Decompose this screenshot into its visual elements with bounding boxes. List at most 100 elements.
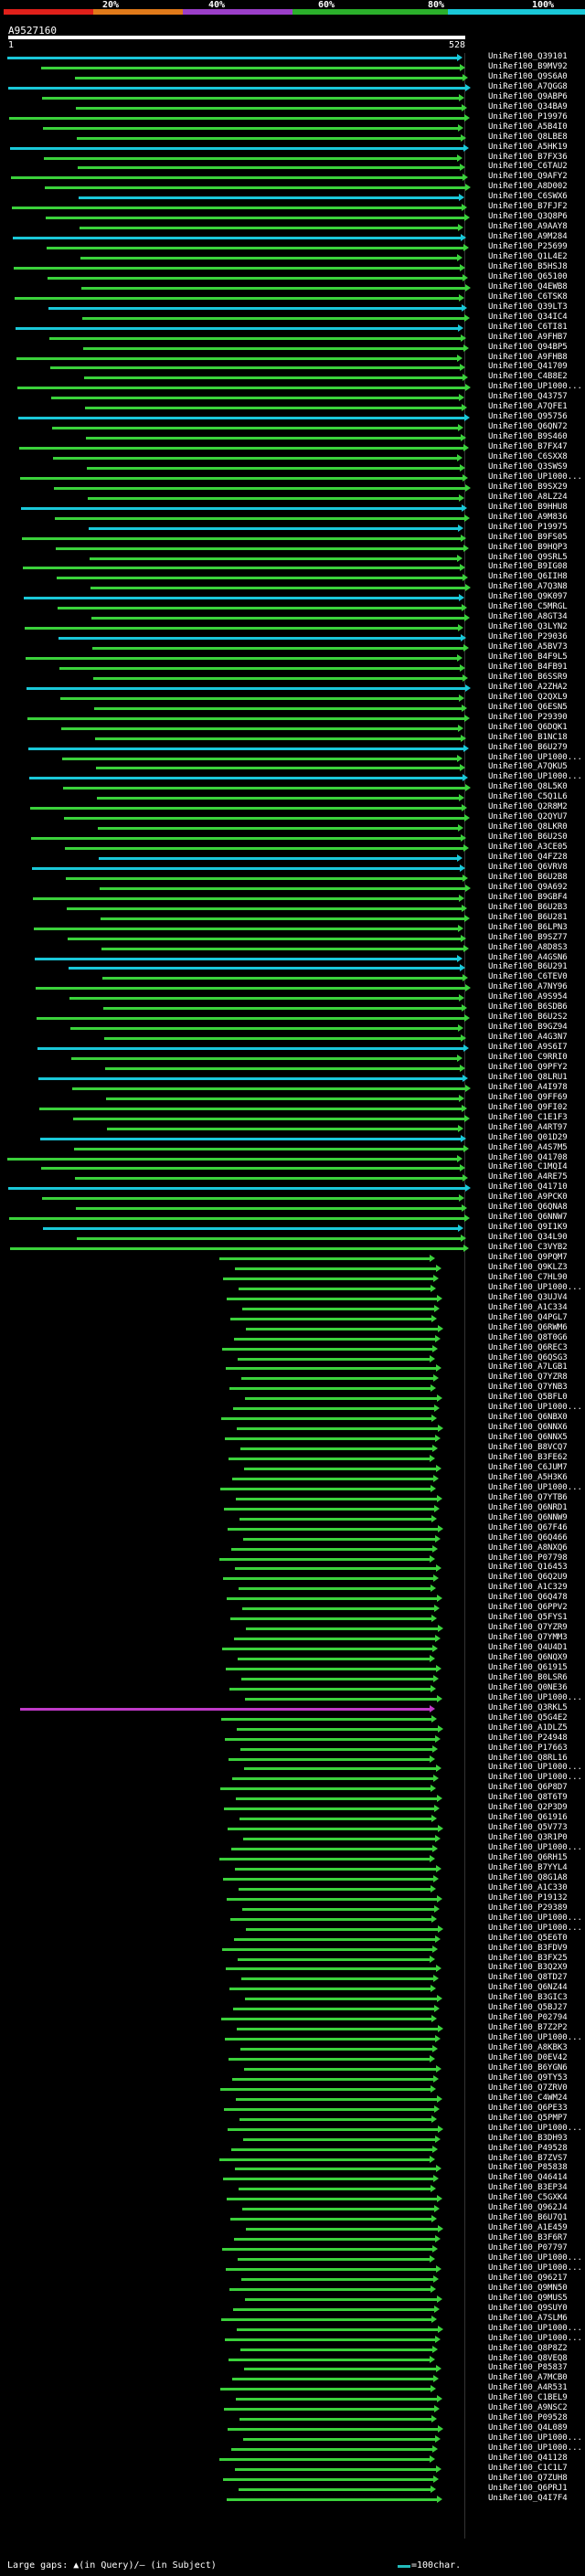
hit-row[interactable]: UniRef100_UP1000... bbox=[0, 1763, 585, 1773]
hit-label[interactable]: UniRef100_Q9S6A0 bbox=[488, 71, 568, 81]
hit-label[interactable]: UniRef100_B9GZ94 bbox=[488, 1023, 568, 1033]
hit-label[interactable]: UniRef100_P07797 bbox=[488, 2243, 568, 2253]
hit-row[interactable]: UniRef100_A8KBK3 bbox=[0, 2043, 585, 2053]
hit-label[interactable]: UniRef100_Q8G1A8 bbox=[488, 1872, 568, 1882]
hit-label[interactable]: UniRef100_Q6RH15 bbox=[488, 1853, 568, 1862]
hit-label[interactable]: UniRef100_A4I978 bbox=[488, 1082, 568, 1092]
hit-row[interactable]: UniRef100_A7NY96 bbox=[0, 982, 585, 992]
hit-label[interactable]: UniRef100_C5GXK4 bbox=[488, 2193, 568, 2203]
hit-row[interactable]: UniRef100_Q7YTB6 bbox=[0, 1493, 585, 1503]
hit-row[interactable]: UniRef100_A1E459 bbox=[0, 2223, 585, 2233]
hit-row[interactable]: UniRef100_Q5G4E2 bbox=[0, 1713, 585, 1723]
hit-label[interactable]: UniRef100_C1C1L7 bbox=[488, 2463, 568, 2473]
hit-label[interactable]: UniRef100_P85837 bbox=[488, 2363, 568, 2373]
hit-row[interactable]: UniRef100_Q7YZR9 bbox=[0, 1623, 585, 1633]
hit-label[interactable]: UniRef100_Q39LT3 bbox=[488, 302, 568, 312]
hit-label[interactable]: UniRef100_Q6NNX6 bbox=[488, 1423, 568, 1433]
hit-label[interactable]: UniRef100_Q6DQK1 bbox=[488, 722, 568, 732]
hit-label[interactable]: UniRef100_UP1000... bbox=[488, 1843, 582, 1853]
hit-label[interactable]: UniRef100_A7NY96 bbox=[488, 982, 568, 992]
hit-row[interactable]: UniRef100_A8D002 bbox=[0, 182, 585, 192]
hit-row[interactable]: UniRef100_Q01D29 bbox=[0, 1133, 585, 1143]
hit-label[interactable]: UniRef100_Q9KLZ3 bbox=[488, 1262, 568, 1272]
hit-row[interactable]: UniRef100_Q9PQM7 bbox=[0, 1253, 585, 1263]
hit-label[interactable]: UniRef100_A4GSN6 bbox=[488, 952, 568, 962]
hit-label[interactable]: UniRef100_Q5E6T0 bbox=[488, 1933, 568, 1943]
hit-row[interactable]: UniRef100_B7YYL4 bbox=[0, 1863, 585, 1873]
hit-row[interactable]: UniRef100_A2ZHA2 bbox=[0, 683, 585, 693]
hit-row[interactable]: UniRef100_UP1000... bbox=[0, 1773, 585, 1783]
hit-row[interactable]: UniRef100_Q4L089 bbox=[0, 2423, 585, 2433]
hit-row[interactable]: UniRef100_Q6NRD1 bbox=[0, 1503, 585, 1513]
hit-row[interactable]: UniRef100_A9PCK0 bbox=[0, 1193, 585, 1203]
hit-label[interactable]: UniRef100_Q9K097 bbox=[488, 592, 568, 602]
hit-label[interactable]: UniRef100_Q8P8Z2 bbox=[488, 2343, 568, 2353]
hit-label[interactable]: UniRef100_A5HK19 bbox=[488, 142, 568, 152]
hit-row[interactable]: UniRef100_B9FS05 bbox=[0, 533, 585, 543]
hit-label[interactable]: UniRef100_B1NC18 bbox=[488, 732, 568, 742]
hit-label[interactable]: UniRef100_A4RE75 bbox=[488, 1172, 568, 1182]
hit-label[interactable]: UniRef100_B6SSR9 bbox=[488, 672, 568, 682]
hit-row[interactable]: UniRef100_UP1000... bbox=[0, 382, 585, 392]
hit-row[interactable]: UniRef100_B3FE62 bbox=[0, 1453, 585, 1463]
hit-row[interactable]: UniRef100_Q6QNA8 bbox=[0, 1203, 585, 1213]
hit-label[interactable]: UniRef100_A5BV73 bbox=[488, 642, 568, 652]
hit-label[interactable]: UniRef100_Q95756 bbox=[488, 412, 568, 422]
hit-row[interactable]: UniRef100_B3F6R7 bbox=[0, 2233, 585, 2243]
hit-label[interactable]: UniRef100_Q6VRV8 bbox=[488, 862, 568, 872]
hit-row[interactable]: UniRef100_P29390 bbox=[0, 713, 585, 723]
hit-label[interactable]: UniRef100_UP1000... bbox=[488, 1692, 582, 1702]
hit-row[interactable]: UniRef100_B7ZVS7 bbox=[0, 2153, 585, 2164]
hit-label[interactable]: UniRef100_Q8LBE8 bbox=[488, 132, 568, 142]
hit-row[interactable]: UniRef100_UP1000... bbox=[0, 753, 585, 763]
hit-row[interactable]: UniRef100_Q4U4D1 bbox=[0, 1643, 585, 1653]
hit-row[interactable]: UniRef100_Q8VEQ8 bbox=[0, 2354, 585, 2364]
hit-row[interactable]: UniRef100_A5B4I0 bbox=[0, 122, 585, 133]
hit-label[interactable]: UniRef100_Q6Q2U9 bbox=[488, 1573, 568, 1583]
hit-label[interactable]: UniRef100_Q5BJ27 bbox=[488, 2003, 568, 2013]
hit-row[interactable]: UniRef100_Q34L90 bbox=[0, 1233, 585, 1243]
hit-row[interactable]: UniRef100_P02794 bbox=[0, 2013, 585, 2023]
hit-label[interactable]: UniRef100_A1E459 bbox=[488, 2223, 568, 2233]
hit-row[interactable]: UniRef100_C6TI81 bbox=[0, 323, 585, 333]
hit-row[interactable]: UniRef100_Q962J4 bbox=[0, 2203, 585, 2213]
hit-label[interactable]: UniRef100_Q7YZR8 bbox=[488, 1373, 568, 1383]
hit-row[interactable]: UniRef100_Q6NNW7 bbox=[0, 1213, 585, 1223]
hit-row[interactable]: UniRef100_A8LZ24 bbox=[0, 493, 585, 503]
hit-label[interactable]: UniRef100_UP1000... bbox=[488, 2253, 582, 2263]
hit-label[interactable]: UniRef100_Q6IIH8 bbox=[488, 572, 568, 582]
hit-label[interactable]: UniRef100_UP1000... bbox=[488, 2443, 582, 2454]
hit-row[interactable]: UniRef100_Q9I1K9 bbox=[0, 1223, 585, 1233]
hit-label[interactable]: UniRef100_B7ZVS7 bbox=[488, 2153, 568, 2163]
hit-label[interactable]: UniRef100_C1MQI4 bbox=[488, 1162, 568, 1172]
hit-label[interactable]: UniRef100_Q6NNX5 bbox=[488, 1433, 568, 1443]
hit-row[interactable]: UniRef100_A4RE75 bbox=[0, 1172, 585, 1182]
hit-row[interactable]: UniRef100_C1E1F3 bbox=[0, 1113, 585, 1123]
hit-label[interactable]: UniRef100_Q8RL16 bbox=[488, 1753, 568, 1763]
hit-label[interactable]: UniRef100_Q2QYU7 bbox=[488, 812, 568, 822]
hit-label[interactable]: UniRef100_Q4L089 bbox=[488, 2423, 568, 2433]
hit-label[interactable]: UniRef100_B3DH93 bbox=[488, 2133, 568, 2143]
hit-label[interactable]: UniRef100_UP1000... bbox=[488, 1923, 582, 1933]
hit-row[interactable]: UniRef100_Q9TY53 bbox=[0, 2073, 585, 2083]
hit-row[interactable]: UniRef100_Q5V773 bbox=[0, 1823, 585, 1833]
hit-row[interactable]: UniRef100_C4WM24 bbox=[0, 2094, 585, 2104]
hit-row[interactable]: UniRef100_Q9SRL5 bbox=[0, 553, 585, 563]
hit-label[interactable]: UniRef100_A8LZ24 bbox=[488, 492, 568, 502]
hit-row[interactable]: UniRef100_Q39101 bbox=[0, 52, 585, 62]
hit-label[interactable]: UniRef100_B9GBF4 bbox=[488, 892, 568, 902]
hit-label[interactable]: UniRef100_UP1000... bbox=[488, 2263, 582, 2273]
hit-label[interactable]: UniRef100_A9FHB8 bbox=[488, 352, 568, 362]
hit-row[interactable]: UniRef100_B9IG08 bbox=[0, 562, 585, 572]
hit-label[interactable]: UniRef100_C1BEL9 bbox=[488, 2393, 568, 2403]
hit-row[interactable]: UniRef100_UP1000... bbox=[0, 2253, 585, 2263]
hit-row[interactable]: UniRef100_A4I978 bbox=[0, 1082, 585, 1093]
hit-label[interactable]: UniRef100_Q9PFY2 bbox=[488, 1062, 568, 1072]
hit-label[interactable]: UniRef100_B6U291 bbox=[488, 962, 568, 972]
hit-row[interactable]: UniRef100_Q9MN50 bbox=[0, 2284, 585, 2294]
hit-row[interactable]: UniRef100_Q8G1A8 bbox=[0, 1872, 585, 1883]
hit-label[interactable]: UniRef100_Q8TD27 bbox=[488, 1973, 568, 1983]
hit-row[interactable]: UniRef100_Q3UJV4 bbox=[0, 1293, 585, 1303]
hit-row[interactable]: UniRef100_Q4I7F4 bbox=[0, 2494, 585, 2504]
hit-row[interactable]: UniRef100_C3VYB2 bbox=[0, 1243, 585, 1253]
